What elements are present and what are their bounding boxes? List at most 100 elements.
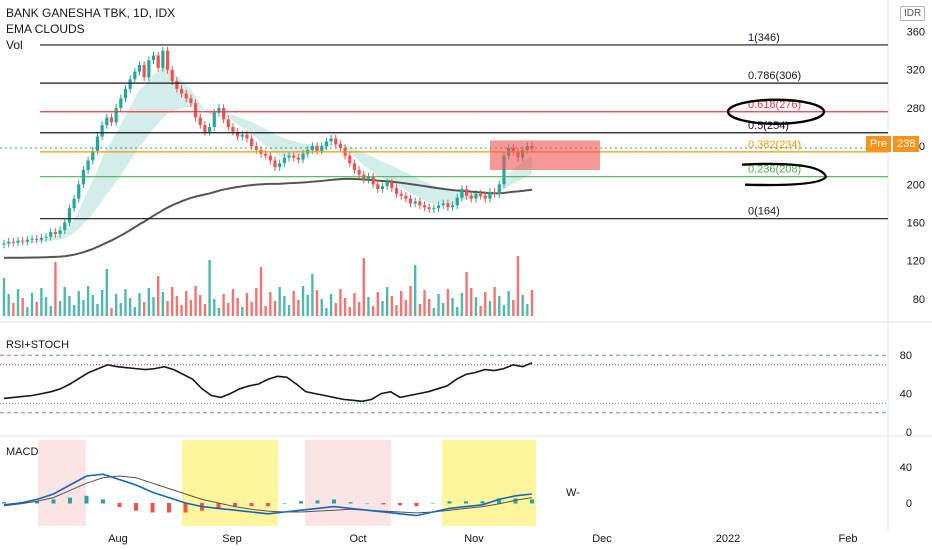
candle-body (385, 182, 389, 187)
volume-bar (199, 295, 202, 316)
volume-bar (530, 290, 534, 316)
macd-signal-line (3, 475, 533, 514)
volume-bar (320, 299, 323, 316)
volume-bar (68, 296, 71, 316)
candle-body (226, 119, 230, 128)
candle-body (483, 195, 487, 199)
volume-bar (26, 307, 29, 316)
candle-body (142, 64, 146, 78)
time-axis-tick: 2022 (716, 533, 740, 545)
volume-bar (44, 297, 48, 316)
macd-axis-tick: 0 (906, 498, 912, 510)
time-axis-tick: Nov (464, 533, 484, 545)
candle-body (2, 243, 6, 245)
candle-body (418, 201, 422, 206)
macd-histogram-bar (266, 503, 270, 507)
volume-bar (456, 307, 459, 316)
candle-body (63, 222, 67, 231)
candle-body (399, 193, 403, 196)
candle-body (21, 240, 25, 242)
volume-bar (395, 305, 398, 316)
macd-highlight (38, 440, 86, 526)
volume-bar (306, 295, 309, 316)
candle-body (77, 184, 81, 199)
candle-body (236, 131, 240, 137)
macd-line (3, 473, 533, 517)
candle-body (16, 240, 20, 243)
volume-bar (63, 287, 66, 316)
macd-histogram-bar (51, 499, 56, 504)
candle-body (371, 176, 375, 185)
volume-bar (479, 306, 482, 316)
fib-level-label: 0.382(234) (748, 139, 801, 151)
volume-bar (470, 288, 473, 316)
candle-body (161, 50, 165, 68)
candle-body (119, 98, 123, 108)
candle-body (156, 55, 160, 68)
candle-body (123, 88, 128, 99)
volume-bar (301, 286, 305, 316)
volume-bar (245, 293, 249, 316)
volume-bar (315, 290, 319, 316)
volume-bar (390, 296, 394, 316)
candle-body (450, 205, 455, 208)
volume-bar (217, 308, 221, 316)
volume-bar (12, 303, 15, 316)
volume-bar (7, 294, 10, 316)
volume-bar (423, 290, 426, 316)
macd-histogram-bar (167, 503, 171, 513)
volume-bar (428, 299, 431, 316)
candle-body (287, 155, 291, 158)
annotation-circle (726, 98, 826, 125)
candle-body (67, 208, 72, 223)
rsi-axis-tick: 80 (900, 350, 912, 362)
volume-bar (54, 262, 57, 316)
candle-body (455, 197, 459, 206)
volume-bar (367, 297, 370, 316)
macd-histogram-bar (233, 503, 237, 508)
candle-body (329, 138, 333, 142)
candle-body (165, 50, 170, 70)
candle-body (441, 203, 445, 206)
volume-bar (152, 297, 155, 316)
candle-body (53, 232, 57, 234)
candle-body (413, 201, 417, 204)
volume-bar (353, 293, 356, 316)
candle-body (422, 205, 427, 208)
volume-bar (185, 291, 188, 316)
fib-level-label: 0.236(208) (748, 164, 801, 176)
candle-body (432, 208, 436, 210)
candle-body (179, 88, 184, 94)
volume-bar (189, 300, 193, 316)
candle-body (175, 81, 179, 89)
volume-bar (283, 296, 286, 316)
time-axis-tick: Dec (592, 533, 612, 545)
candle-body (170, 69, 174, 82)
volume-bar (264, 306, 267, 316)
volume-bar (35, 302, 38, 316)
volume-bar (241, 307, 244, 316)
macd-histogram-bar (480, 501, 485, 504)
volume-bar (437, 294, 440, 316)
volume-bar (465, 272, 468, 316)
volume-bar (287, 305, 291, 316)
candle-body (72, 198, 76, 209)
last-price-label: 238 (893, 136, 920, 152)
candle-body (95, 136, 100, 151)
volume-bar (371, 306, 375, 316)
price-axis-tick: 80 (913, 294, 925, 306)
volume-bar (82, 300, 85, 316)
volume-bar (114, 294, 118, 316)
candle-body (198, 117, 202, 126)
candle-body (147, 60, 151, 78)
candle-body (488, 191, 492, 199)
volume-bar (142, 302, 146, 316)
volume-bar (278, 287, 281, 316)
annotation-circle (741, 162, 828, 187)
currency-badge: IDR (900, 6, 926, 21)
macd-histogram-bar (464, 501, 468, 504)
time-axis-tick: Oct (349, 533, 366, 545)
time-axis-tick: Sep (222, 533, 242, 545)
fib-level-label: 0.618(276) (748, 99, 801, 111)
